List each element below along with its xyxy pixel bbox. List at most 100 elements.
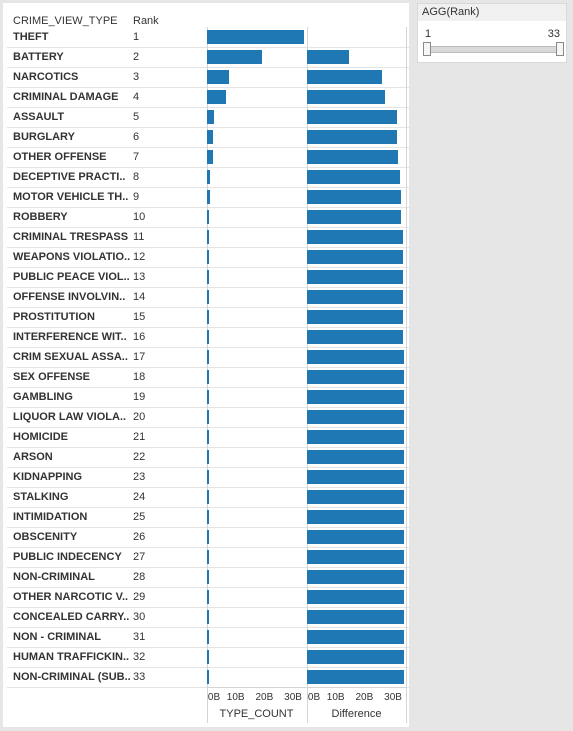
difference-bar[interactable] <box>307 330 404 344</box>
type-count-bar[interactable] <box>207 270 209 284</box>
rank-value[interactable]: 9 <box>133 191 140 203</box>
rank-value[interactable]: 20 <box>133 411 146 423</box>
rank-value[interactable]: 28 <box>133 571 146 583</box>
rank-value[interactable]: 27 <box>133 551 146 563</box>
difference-bar[interactable] <box>307 110 398 124</box>
rank-value[interactable]: 25 <box>133 511 146 523</box>
type-count-bar[interactable] <box>207 290 209 304</box>
rank-value[interactable]: 29 <box>133 591 146 603</box>
difference-bar[interactable] <box>307 650 404 664</box>
crime-type-label[interactable]: INTERFERENCE WIT.. <box>13 331 127 343</box>
rank-value[interactable]: 7 <box>133 151 140 163</box>
difference-bar[interactable] <box>307 290 404 304</box>
rank-value[interactable]: 8 <box>133 171 140 183</box>
crime-type-label[interactable]: THEFT <box>13 31 49 43</box>
difference-bar[interactable] <box>307 510 404 524</box>
type-count-bar[interactable] <box>207 230 209 244</box>
type-count-bar[interactable] <box>207 70 229 84</box>
difference-bar[interactable] <box>307 550 404 564</box>
difference-bar[interactable] <box>307 430 404 444</box>
type-count-bar[interactable] <box>207 310 209 324</box>
crime-type-label[interactable]: OTHER OFFENSE <box>13 151 107 163</box>
difference-bar[interactable] <box>307 50 350 64</box>
crime-type-label[interactable]: SEX OFFENSE <box>13 371 91 383</box>
rank-value[interactable]: 17 <box>133 351 146 363</box>
crime-type-label[interactable]: HUMAN TRAFFICKIN.. <box>13 651 130 663</box>
difference-bar[interactable] <box>307 410 404 424</box>
crime-type-label[interactable]: KIDNAPPING <box>13 471 83 483</box>
difference-bar[interactable] <box>307 390 404 404</box>
difference-bar[interactable] <box>307 350 404 364</box>
difference-bar[interactable] <box>307 370 404 384</box>
type-count-bar[interactable] <box>207 510 209 524</box>
difference-bar[interactable] <box>307 230 403 244</box>
difference-bar[interactable] <box>307 670 404 684</box>
crime-type-label[interactable]: PUBLIC INDECENCY <box>13 551 122 563</box>
rank-value[interactable]: 14 <box>133 291 146 303</box>
crime-type-label[interactable]: BATTERY <box>13 51 64 63</box>
difference-bar[interactable] <box>307 530 404 544</box>
rank-value[interactable]: 3 <box>133 71 140 83</box>
rank-value[interactable]: 19 <box>133 391 146 403</box>
difference-bar[interactable] <box>307 450 404 464</box>
crime-type-label[interactable]: ASSAULT <box>13 111 65 123</box>
type-count-bar[interactable] <box>207 210 210 224</box>
type-count-bar[interactable] <box>207 50 262 64</box>
type-count-bar[interactable] <box>207 410 209 424</box>
crime-type-label[interactable]: MOTOR VEHICLE TH.. <box>13 191 129 203</box>
rank-value[interactable]: 12 <box>133 251 146 263</box>
difference-bar[interactable] <box>307 210 402 224</box>
crime-type-label[interactable]: ARSON <box>13 451 53 463</box>
type-count-bar[interactable] <box>207 90 226 104</box>
difference-bar[interactable] <box>307 310 404 324</box>
crime-type-label[interactable]: OBSCENITY <box>13 531 78 543</box>
crime-type-label[interactable]: ROBBERY <box>13 211 68 223</box>
difference-bar[interactable] <box>307 170 401 184</box>
difference-bar[interactable] <box>307 130 398 144</box>
rank-value[interactable]: 11 <box>133 231 145 243</box>
type-count-bar[interactable] <box>207 190 211 204</box>
type-count-bar[interactable] <box>207 630 209 644</box>
difference-bar[interactable] <box>307 190 401 204</box>
type-count-bar[interactable] <box>207 490 209 504</box>
type-count-bar[interactable] <box>207 530 209 544</box>
rank-value[interactable]: 2 <box>133 51 140 63</box>
type-count-bar[interactable] <box>207 570 209 584</box>
rank-value[interactable]: 13 <box>133 271 146 283</box>
crime-type-column-header[interactable]: CRIME_VIEW_TYPE <box>13 15 118 27</box>
crime-type-label[interactable]: INTIMIDATION <box>13 511 88 523</box>
crime-type-label[interactable]: BURGLARY <box>13 131 75 143</box>
difference-bar[interactable] <box>307 70 382 84</box>
type-count-bar[interactable] <box>207 650 209 664</box>
crime-type-label[interactable]: NON - CRIMINAL <box>13 631 101 643</box>
difference-bar[interactable] <box>307 470 404 484</box>
crime-type-label[interactable]: NARCOTICS <box>13 71 79 83</box>
difference-bar[interactable] <box>307 490 404 504</box>
rank-value[interactable]: 5 <box>133 111 140 123</box>
difference-bar[interactable] <box>307 150 398 164</box>
type-count-axis-title[interactable]: TYPE_COUNT <box>219 708 294 720</box>
crime-type-label[interactable]: GAMBLING <box>13 391 73 403</box>
rank-value[interactable]: 26 <box>133 531 146 543</box>
rank-value[interactable]: 4 <box>133 91 140 103</box>
crime-type-label[interactable]: CRIMINAL DAMAGE <box>13 91 119 103</box>
crime-type-label[interactable]: CRIMINAL TRESPASS <box>13 231 129 243</box>
crime-type-label[interactable]: OFFENSE INVOLVIN.. <box>13 291 126 303</box>
crime-type-label[interactable]: NON-CRIMINAL (SUB.. <box>13 671 131 683</box>
rank-value[interactable]: 15 <box>133 311 146 323</box>
crime-type-label[interactable]: LIQUOR LAW VIOLA.. <box>13 411 127 423</box>
crime-type-label[interactable]: DECEPTIVE PRACTI.. <box>13 171 126 183</box>
type-count-bar[interactable] <box>207 670 209 684</box>
rank-value[interactable]: 22 <box>133 451 146 463</box>
type-count-bar[interactable] <box>207 130 214 144</box>
type-count-bar[interactable] <box>207 350 209 364</box>
difference-bar[interactable] <box>307 250 404 264</box>
type-count-bar[interactable] <box>207 150 213 164</box>
rank-value[interactable]: 16 <box>133 331 146 343</box>
crime-type-label[interactable]: CRIM SEXUAL ASSA.. <box>13 351 128 363</box>
difference-bar[interactable] <box>307 630 404 644</box>
rank-value[interactable]: 31 <box>133 631 146 643</box>
type-count-bar[interactable] <box>207 390 209 404</box>
rank-value[interactable]: 21 <box>133 431 146 443</box>
difference-bar[interactable] <box>307 90 386 104</box>
